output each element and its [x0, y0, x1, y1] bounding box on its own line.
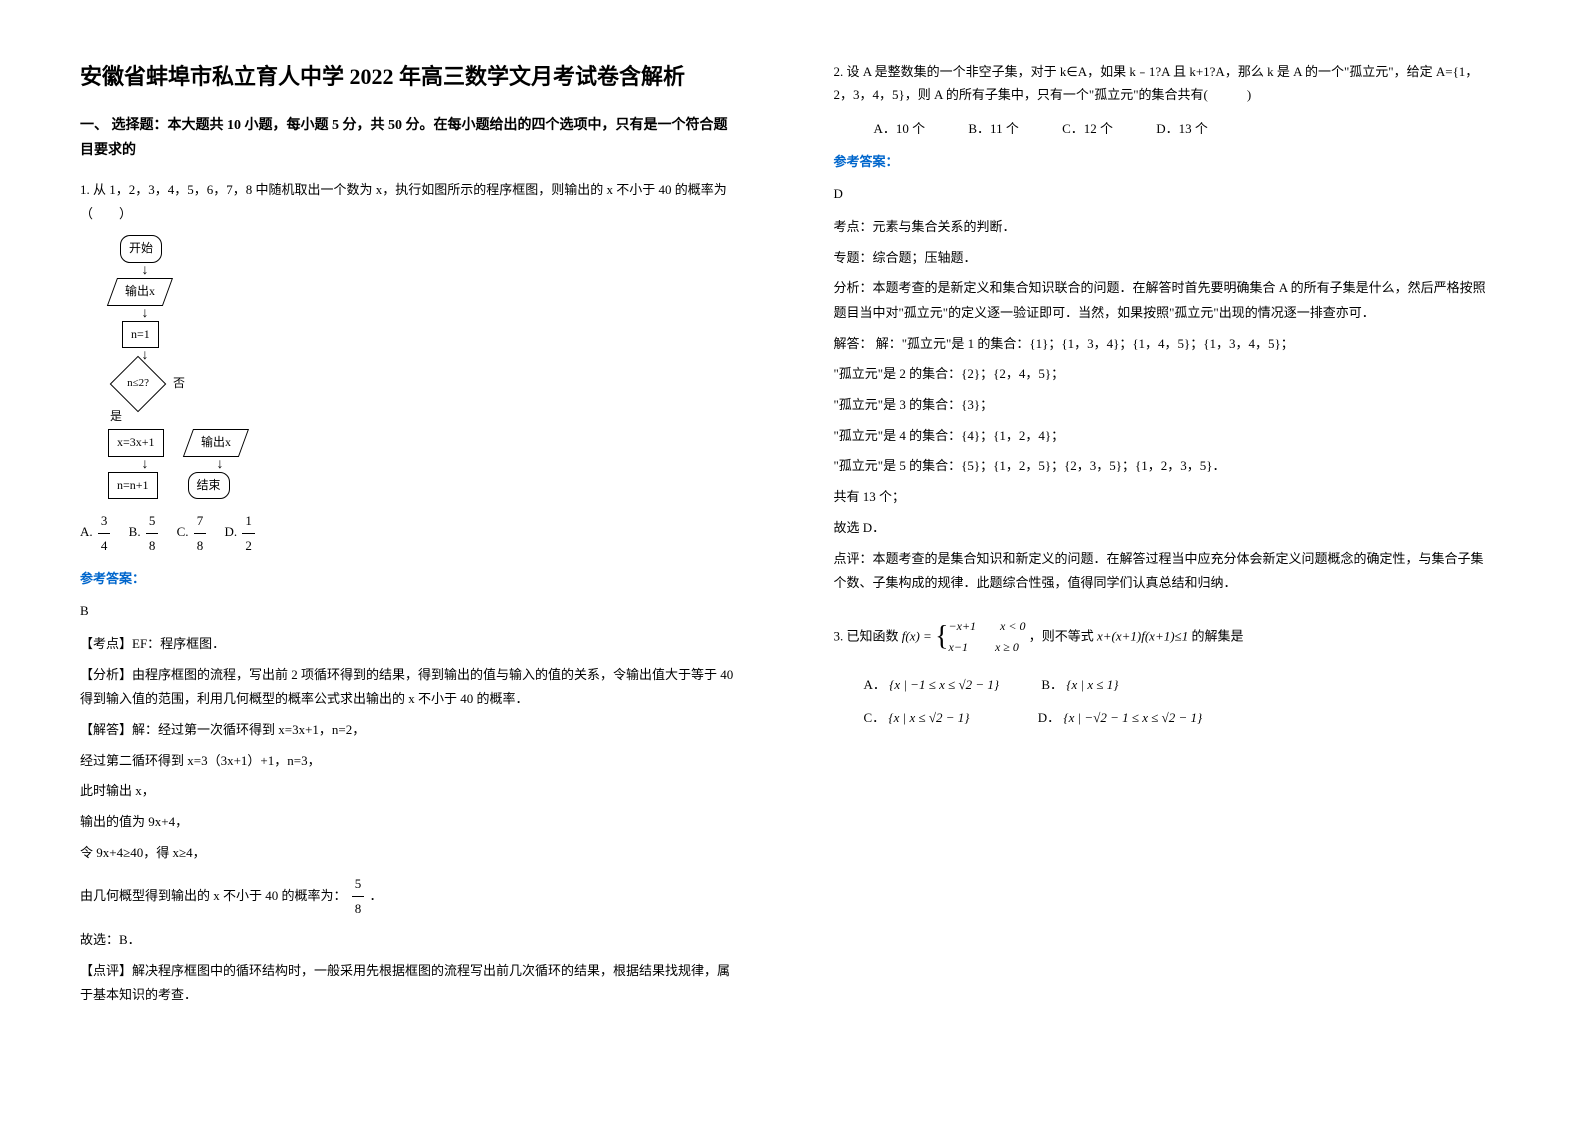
question-2-text: 2. 设 A 是整数集的一个非空子集，对于 k∈A，如果 k﹣1?A 且 k+1… — [834, 60, 1488, 107]
exam-title: 安徽省蚌埠市私立育人中学 2022 年高三数学文月考试卷含解析 — [80, 60, 734, 93]
q2-opt-d: D．13 个 — [1156, 121, 1208, 136]
q2-exp6: "孤立元"是 3 的集合：{3}； — [834, 393, 1488, 418]
opt-d-label: D. — [225, 524, 238, 539]
opt-a-frac: 34 — [98, 509, 111, 557]
q3-prefix: 3. 已知函数 — [834, 628, 902, 643]
q2-opt-c: C．12 个 — [1062, 121, 1113, 136]
fc-calc: x=3x+1 — [108, 429, 164, 457]
q3-piecewise: { −x+1 x < 0 x−1 x ≥ 0 — [935, 616, 1025, 659]
flowchart-diagram: 开始 ↓ 输出x ↓ n=1 ↓ n≤2? 否 是 x=3x+1 输出x ↓ ↓… — [100, 235, 280, 499]
q1-options: A. 34 B. 58 C. 78 D. 12 — [80, 509, 734, 557]
opt-c-frac: 78 — [194, 509, 207, 557]
q2-exp3: 分析：本题考查的是新定义和集合知识联合的问题．在解答时首先要明确集合 A 的所有… — [834, 276, 1488, 325]
opt-c-label: C. — [177, 524, 189, 539]
q1-exp5: 此时输出 x， — [80, 779, 734, 804]
q1-exp4: 经过第二循环得到 x=3（3x+1）+1，n=3， — [80, 749, 734, 774]
right-column: 2. 设 A 是整数集的一个非空子集，对于 k∈A，如果 k﹣1?A 且 k+1… — [794, 0, 1587, 1122]
q2-opt-a: A．10 个 — [874, 121, 926, 136]
q3-opt-b-label: B． — [1041, 677, 1063, 692]
question-1-text: 1. 从 1，2，3，4，5，6，7，8 中随机取出一个数为 x，执行如图所示的… — [80, 178, 734, 225]
q1-exp6: 输出的值为 9x+4， — [80, 810, 734, 835]
opt-b-label: B. — [129, 524, 141, 539]
q2-exp7: "孤立元"是 4 的集合：{4}；{1，2，4}； — [834, 424, 1488, 449]
fc-no-label: 否 — [173, 373, 185, 395]
fc-output: 输出x — [183, 429, 249, 457]
fc-input: 输出x — [107, 278, 173, 306]
q3-opt-a: {x | −1 ≤ x ≤ √2 − 1} — [889, 677, 999, 692]
q1-answer: B — [80, 599, 734, 622]
q2-opt-b: B．11 个 — [968, 121, 1018, 136]
q1-exp8: 由几何概型得到输出的 x 不小于 40 的概率为： 58 ． — [80, 872, 734, 922]
q2-exp9: 共有 13 个； — [834, 485, 1488, 510]
q1-exp10: 【点评】解决程序框图中的循环结构时，一般采用先根据框图的流程写出前几次循环的结果… — [80, 959, 734, 1008]
q3-ineq: x+(x+1)f(x+1)≤1 — [1097, 628, 1188, 643]
opt-b-frac: 58 — [146, 509, 159, 557]
q2-exp8: "孤立元"是 5 的集合：{5}；{1，2，5}；{2，3，5}；{1，2，3，… — [834, 454, 1488, 479]
question-3: 3. 已知函数 f(x) = { −x+1 x < 0 x−1 x ≥ 0 ，则… — [834, 616, 1488, 659]
q1-exp2: 【分析】由程序框图的流程，写出前 2 项循环得到的结果，得到输出的值与输入的值的… — [80, 663, 734, 712]
q3-opt-a-label: A． — [864, 677, 886, 692]
q2-exp10: 故选 D． — [834, 516, 1488, 541]
q2-exp5: "孤立元"是 2 的集合：{2}；{2，4，5}； — [834, 362, 1488, 387]
q2-exp1: 考点：元素与集合关系的判断． — [834, 215, 1488, 240]
q3-opt-c: {x | x ≤ √2 − 1} — [888, 710, 969, 725]
q3-options: A． {x | −1 ≤ x ≤ √2 − 1} B． {x | x ≤ 1} … — [864, 669, 1488, 734]
q2-answer-label: 参考答案： — [834, 150, 1488, 173]
fc-condition: n≤2? — [110, 355, 167, 412]
q2-exp11: 点评：本题考查的是集合知识和新定义的问题．在解答过程当中应充分体会新定义问题概念… — [834, 547, 1488, 596]
fc-init: n=1 — [122, 321, 159, 349]
q3-func: f(x) = — [902, 628, 935, 643]
q3-suffix: 的解集是 — [1191, 628, 1243, 643]
opt-a-label: A. — [80, 524, 93, 539]
left-column: 安徽省蚌埠市私立育人中学 2022 年高三数学文月考试卷含解析 一、 选择题：本… — [0, 0, 794, 1122]
q2-answer: D — [834, 182, 1488, 205]
q2-exp4: 解答： 解："孤立元"是 1 的集合：{1}；{1，3，4}；{1，4，5}；{… — [834, 332, 1488, 357]
section-1-header: 一、 选择题：本大题共 10 小题，每小题 5 分，共 50 分。在每小题给出的… — [80, 113, 734, 163]
q1-exp3: 【解答】解：经过第一次循环得到 x=3x+1，n=2， — [80, 718, 734, 743]
q1-exp9: 故选：B． — [80, 928, 734, 953]
q3-opt-d: {x | −√2 − 1 ≤ x ≤ √2 − 1} — [1063, 710, 1202, 725]
q3-opt-d-label: D． — [1038, 710, 1060, 725]
fc-inc: n=n+1 — [108, 472, 158, 500]
opt-d-frac: 12 — [242, 509, 255, 557]
q3-opt-b: {x | x ≤ 1} — [1066, 677, 1118, 692]
fc-end: 结束 — [188, 472, 230, 500]
q2-options: A．10 个 B．11 个 C．12 个 D．13 个 — [874, 117, 1488, 140]
q1-answer-label: 参考答案： — [80, 567, 734, 590]
q1-exp1: 【考点】EF：程序框图． — [80, 632, 734, 657]
q2-exp2: 专题：综合题；压轴题． — [834, 246, 1488, 271]
q1-exp7: 令 9x+4≥40，得 x≥4， — [80, 841, 734, 866]
q3-opt-c-label: C． — [864, 710, 886, 725]
fc-start: 开始 — [120, 235, 162, 263]
q3-mid: ，则不等式 — [1029, 628, 1097, 643]
